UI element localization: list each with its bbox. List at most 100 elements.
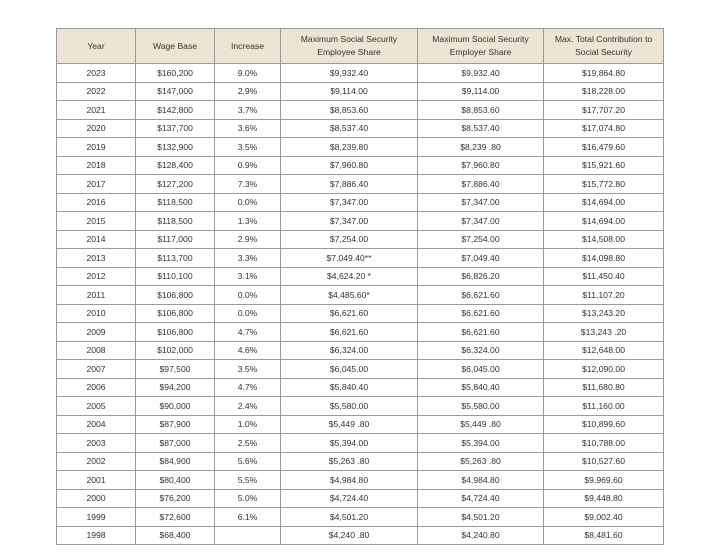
table-cell: 2.9% [214, 229, 281, 249]
table-cell: $4,724.40 [417, 488, 544, 508]
table-cell: 2017 [56, 174, 136, 194]
table-cell: $87,000 [135, 433, 215, 453]
table-row: 2011 $106,800 0.0% $4,485.60* $6,621.60 $11,1… [56, 285, 664, 305]
table-cell: $10,527.60 [543, 451, 664, 471]
table-cell: $6,621.60 [280, 303, 418, 323]
table-cell: 0.9% [214, 155, 281, 175]
table-cell: $9,002.40 [543, 507, 664, 527]
table-cell: $5,449 .80 [280, 414, 418, 434]
table-cell: $87,900 [135, 414, 215, 434]
table-cell: $8,239.80 [280, 137, 418, 157]
table-cell: 2008 [56, 340, 136, 360]
table-cell: $7,049.40** [280, 248, 418, 268]
table-cell: $17,074.80 [543, 118, 664, 138]
table-cell: $118,500 [135, 211, 215, 231]
table-cell: 2016 [56, 192, 136, 212]
table-cell: $14,694.00 [543, 192, 664, 212]
table-cell: 2020 [56, 118, 136, 138]
table-cell: 1.3% [214, 211, 281, 231]
column-header: Wage Base [135, 28, 215, 64]
table-row: 2023 $160,200 9.0% $9,932.40 $9,932.40 $19,86… [56, 63, 664, 83]
table-cell: 3.6% [214, 118, 281, 138]
table-cell: 0.0% [214, 285, 281, 305]
table-cell: 6.1% [214, 507, 281, 527]
table-cell: $4,240.80 [417, 525, 544, 545]
table-row: 2006 $94,200 4.7% $5,840.40 $5,840.40 $11,680… [56, 377, 664, 397]
table-cell: $7,886.40 [280, 174, 418, 194]
column-header: Year [56, 28, 136, 64]
table-container: Year Wage Base Increase Maximum Social Secu… [56, 28, 664, 545]
table-cell: 2023 [56, 63, 136, 83]
table-cell: $6,324.00 [417, 340, 544, 360]
table-row: 2019 $132,900 3.5% $8,239.80 $8,239 .80 $16,4… [56, 137, 664, 157]
table-cell: $7,886.40 [417, 174, 544, 194]
table-cell: $19,864.80 [543, 63, 664, 83]
table-cell: $13,243.20 [543, 303, 664, 323]
table-row: 2000 $76,200 5.0% $4,724.40 $4,724.40 $9,448.… [56, 488, 664, 508]
table-cell [214, 525, 281, 545]
table-cell: 2.9% [214, 81, 281, 101]
table-row: 2016 $118,500 0.0% $7,347.00 $7,347.00 $14,69… [56, 192, 664, 212]
table-cell: $7,960.80 [417, 155, 544, 175]
table-cell: 2000 [56, 488, 136, 508]
table-cell: $5,580.00 [280, 396, 418, 416]
table-cell: $4,724.40 [280, 488, 418, 508]
table-cell: 3.1% [214, 266, 281, 286]
table-cell: $16,479.60 [543, 137, 664, 157]
table-cell: $106,800 [135, 322, 215, 342]
table-cell: $127,200 [135, 174, 215, 194]
table-cell: 2003 [56, 433, 136, 453]
table-cell: 2011 [56, 285, 136, 305]
table-cell: $8,239 .80 [417, 137, 544, 157]
table-cell: 4.6% [214, 340, 281, 360]
table-cell: $6,045.00 [417, 359, 544, 379]
table-cell: $5,580.00 [417, 396, 544, 416]
table-row: 2001 $80,400 5.5% $4,984.80 $4,984.80 $9,969.… [56, 470, 664, 490]
table-cell: 4.7% [214, 377, 281, 397]
table-cell: $6,621.60 [417, 322, 544, 342]
table-cell: $106,800 [135, 303, 215, 323]
table-cell: $15,921.60 [543, 155, 664, 175]
table-cell: $118,500 [135, 192, 215, 212]
table-cell: 3.3% [214, 248, 281, 268]
table-cell: $4,984.80 [417, 470, 544, 490]
table-cell: $142,800 [135, 100, 215, 120]
table-cell: $97,500 [135, 359, 215, 379]
table-cell: $7,347.00 [280, 211, 418, 231]
table-row: 1999 $72,600 6.1% $4,501.20 $4,501.20 $9,002.… [56, 507, 664, 527]
table-cell: 1.0% [214, 414, 281, 434]
table-cell: $14,508.00 [543, 229, 664, 249]
table-cell: $11,680.80 [543, 377, 664, 397]
table-cell: $117,000 [135, 229, 215, 249]
table-cell: $17,707.20 [543, 100, 664, 120]
table-cell: $6,045.00 [280, 359, 418, 379]
table-cell: 2004 [56, 414, 136, 434]
table-cell: $5,394.00 [417, 433, 544, 453]
table-cell: $7,347.00 [417, 211, 544, 231]
table-cell: $6,621.60 [417, 285, 544, 305]
table-cell: $132,900 [135, 137, 215, 157]
table-cell: 0.0% [214, 192, 281, 212]
table-cell: $90,000 [135, 396, 215, 416]
column-header: Maximum Social Security Employer Share [417, 28, 544, 64]
table-cell: $8,537.40 [417, 118, 544, 138]
table-cell: $18,228.00 [543, 81, 664, 101]
table-cell: $102,000 [135, 340, 215, 360]
table-body: 2023 $160,200 9.0% $9,932.40 $9,932.40 $19,86… [56, 63, 664, 545]
table-cell: $4,501.20 [417, 507, 544, 527]
table-row: 2007 $97,500 3.5% $6,045.00 $6,045.00 $12,090… [56, 359, 664, 379]
table-cell: 4.7% [214, 322, 281, 342]
table-cell: $9,932.40 [417, 63, 544, 83]
table-cell: $7,347.00 [417, 192, 544, 212]
table-cell: $8,853.60 [417, 100, 544, 120]
table-cell: 2001 [56, 470, 136, 490]
table-cell: 9.0% [214, 63, 281, 83]
table-cell: 7.3% [214, 174, 281, 194]
table-cell: 2013 [56, 248, 136, 268]
table-cell: 2021 [56, 100, 136, 120]
table-row: 2004 $87,900 1.0% $5,449 .80 $5,449 .80 $10,8… [56, 414, 664, 434]
table-cell: 2007 [56, 359, 136, 379]
table-cell: $94,200 [135, 377, 215, 397]
table-cell: 2005 [56, 396, 136, 416]
table-cell: $13,243 .20 [543, 322, 664, 342]
